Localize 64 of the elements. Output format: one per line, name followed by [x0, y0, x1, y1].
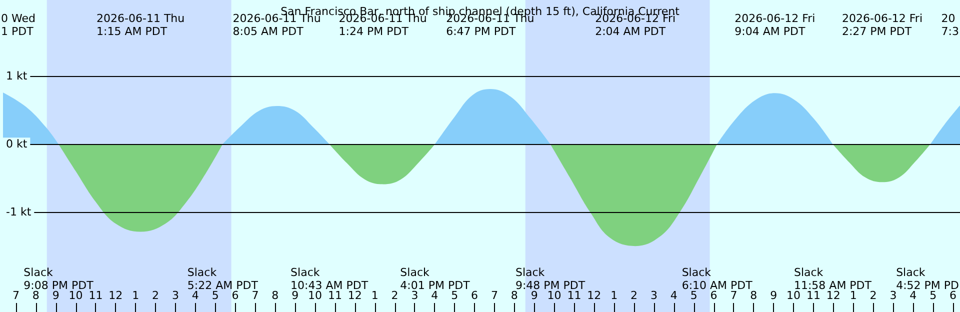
x-tick-label: 11 — [328, 289, 342, 302]
x-tick-label: 9 — [530, 289, 538, 302]
y-tick-label: -1 kt — [6, 206, 32, 219]
annotation: Slack 10:43 AM PDT — [290, 266, 368, 292]
x-tick-label: 7 — [730, 289, 738, 302]
x-tick-label: 5 — [212, 289, 219, 302]
x-tick-label: 2 — [870, 289, 877, 302]
x-tick-label: 11 — [567, 289, 582, 302]
y-tick-label: 1 kt — [6, 70, 28, 83]
x-tick-label: 12 — [108, 289, 123, 302]
x-tick-label: 12 — [348, 289, 362, 302]
x-tick-label: 10 — [68, 289, 83, 302]
x-tick-label: 1 — [850, 289, 857, 302]
x-tick-label: 8 — [750, 289, 758, 302]
x-tick-label: 1 — [610, 289, 618, 302]
x-tick-label: 9 — [770, 289, 778, 302]
x-tick-label: 7 — [252, 289, 259, 302]
x-tick-label: 11 — [88, 289, 103, 302]
x-tick-label: 3 — [650, 289, 658, 302]
x-tick-label: 4 — [670, 289, 678, 302]
x-tick-label: 1 — [371, 289, 378, 302]
annotation: Slack 4:52 PM PD — [896, 266, 960, 292]
x-tick-label: 6 — [950, 289, 957, 302]
x-tick-label: 2 — [391, 289, 398, 302]
x-tick-label: 3 — [172, 289, 179, 302]
x-tick-label: 10 — [308, 289, 322, 302]
x-tick-label: 5 — [930, 289, 937, 302]
x-tick-label: 8 — [510, 289, 518, 302]
x-tick-label: 5 — [451, 289, 458, 302]
x-tick-label: 3 — [890, 289, 897, 302]
x-tick-label: 8 — [272, 289, 279, 302]
x-tick-label: 10 — [547, 289, 562, 302]
x-tick-label: 4 — [431, 289, 438, 302]
x-tick-label: 10 — [786, 289, 801, 302]
x-tick-label: 2 — [630, 289, 638, 302]
x-tick-label: 2 — [152, 289, 160, 302]
x-tick-label: 6 — [710, 289, 718, 302]
x-tick-label: 6 — [232, 289, 239, 302]
x-tick-label: 12 — [587, 289, 602, 302]
x-tick-label: 4 — [192, 289, 199, 302]
annotation: 2026-06-12 Fri 2:27 PM PDT — [842, 12, 923, 38]
annotation: Slack 5:22 AM PDT — [187, 266, 258, 292]
x-tick-label: 8 — [32, 289, 40, 302]
x-tick-label: 9 — [292, 289, 299, 302]
annotation: 0 Wed 1 PDT — [1, 12, 36, 38]
x-tick-label: 5 — [690, 289, 698, 302]
x-tick-label: 6 — [471, 289, 478, 302]
annotation: Slack 9:48 PM PDT — [515, 266, 586, 292]
annotation: Slack 9:08 PM PDT — [24, 266, 94, 292]
annotation: Slack 6:10 AM PDT — [682, 266, 753, 292]
annotation: Slack 4:01 PM PDT — [400, 266, 470, 292]
annotation: 2026-06-12 Fri 9:04 AM PDT — [734, 12, 816, 38]
x-tick-label: 9 — [52, 289, 60, 302]
x-tick-label: 12 — [826, 289, 840, 302]
x-tick-label: 1 — [132, 289, 140, 302]
annotation: 2026-06-11 Thu 1:15 AM PDT — [96, 12, 185, 38]
annotation: 20 7:3 — [941, 12, 959, 38]
x-tick-label: 11 — [806, 289, 820, 302]
y-tick-label: 0 kt — [6, 138, 28, 151]
x-tick-label: 4 — [910, 289, 917, 302]
x-tick-label: 3 — [411, 289, 418, 302]
x-tick-label: 7 — [490, 289, 498, 302]
x-tick-label: 7 — [12, 289, 20, 302]
annotation: Slack 11:58 AM PDT — [794, 266, 872, 292]
